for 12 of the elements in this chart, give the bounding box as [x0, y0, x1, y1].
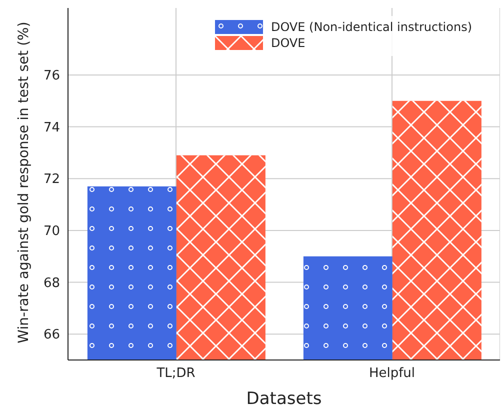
legend-label: DOVE	[270, 36, 306, 50]
y-tick-label: 76	[43, 68, 60, 84]
y-tick-label: 74	[43, 120, 60, 136]
legend-label: DOVE (Non-identical instructions)	[270, 20, 472, 34]
x-axis-title: Datasets	[246, 389, 322, 409]
y-axis-title: Win-rate against gold response in test set (%)	[16, 22, 32, 344]
y-tick-label: 66	[43, 328, 60, 343]
y-tick-label: 70	[43, 224, 60, 240]
y-tick-label: 68	[43, 276, 60, 291]
y-tick-label: 72	[43, 172, 60, 188]
x-tick-label: Helpful	[368, 366, 416, 382]
x-tick-label: TL;DR	[156, 366, 196, 382]
